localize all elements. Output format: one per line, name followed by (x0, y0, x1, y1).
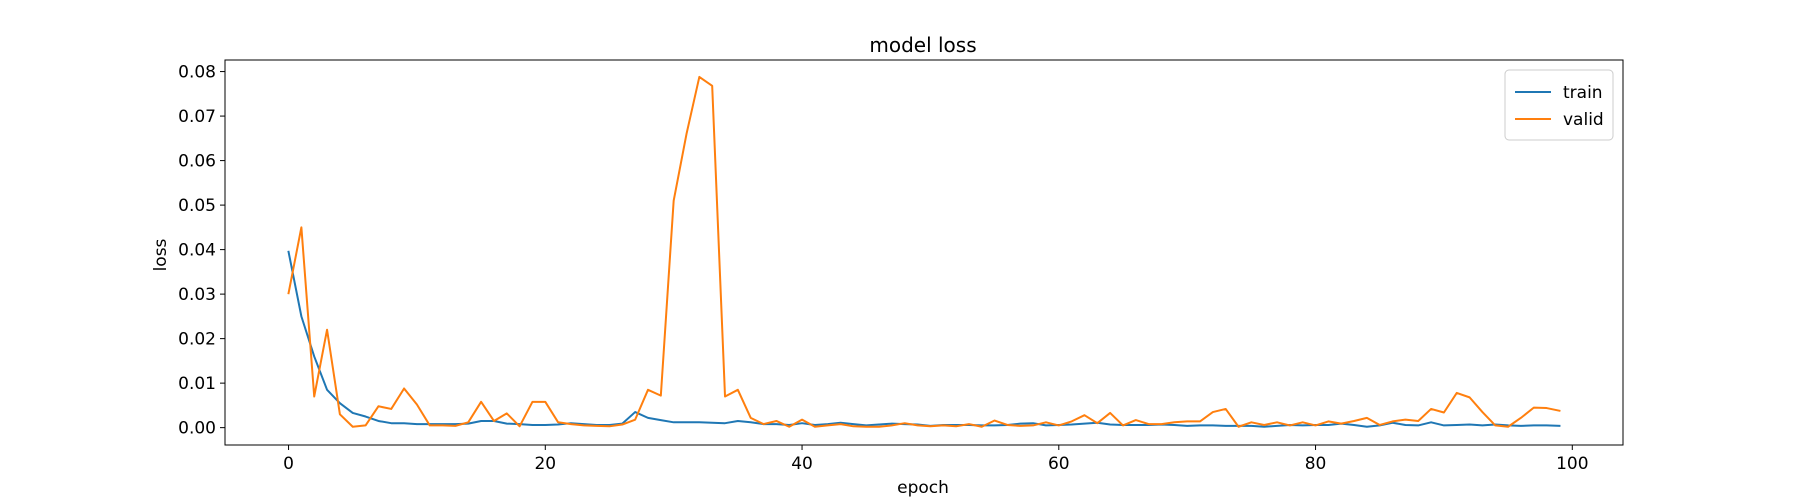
y-tick-label: 0.02 (178, 330, 216, 350)
legend-label-valid: valid (1563, 110, 1604, 130)
y-tick-label: 0.07 (178, 107, 216, 127)
x-tick-label: 40 (791, 454, 813, 474)
y-tick-label: 0.06 (178, 152, 216, 172)
y-axis: 0.00 0.01 0.02 0.03 0.04 0.05 0.06 0.07 0.08 (178, 63, 225, 439)
y-axis-label: loss (151, 238, 171, 271)
x-axis: 0 20 40 60 80 100 (283, 445, 1589, 474)
series-line-valid (287, 75, 1561, 428)
y-tick-label: 0.08 (178, 63, 216, 83)
y-tick-label: 0.00 (178, 419, 216, 439)
legend-box (1504, 69, 1614, 141)
y-tick-label: 0.05 (178, 196, 216, 216)
x-tick-label: 0 (283, 454, 294, 474)
axes-frame (224, 59, 1624, 446)
chart-title: model loss (869, 33, 976, 57)
x-axis-label: epoch (897, 478, 949, 498)
series-lines (287, 75, 1561, 428)
y-tick-label: 0.04 (178, 241, 216, 261)
legend-label-train: train (1563, 83, 1603, 103)
y-tick-label: 0.03 (178, 285, 216, 305)
x-tick-label: 100 (1556, 454, 1588, 474)
x-tick-label: 20 (534, 454, 556, 474)
legend: train valid (1504, 69, 1614, 141)
x-tick-label: 60 (1048, 454, 1070, 474)
y-tick-label: 0.01 (178, 374, 216, 394)
x-tick-label: 80 (1305, 454, 1327, 474)
